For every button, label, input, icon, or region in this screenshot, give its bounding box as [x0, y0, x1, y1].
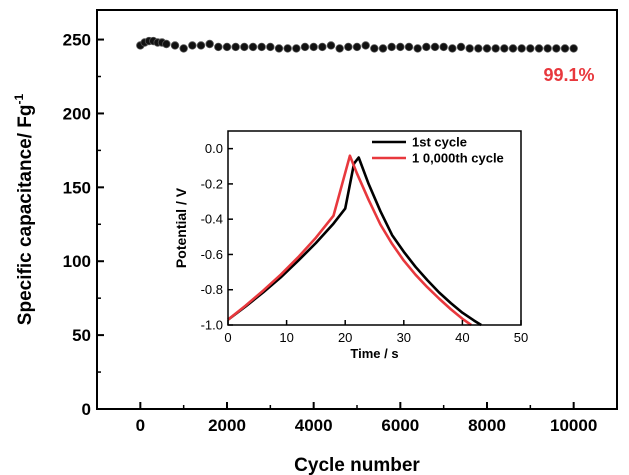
- main-data-point: [222, 42, 232, 52]
- inset-x-tick-label: 10: [279, 330, 293, 345]
- main-data-point: [456, 42, 466, 52]
- inset-x-tick-label: 50: [514, 330, 528, 345]
- main-data-point: [482, 44, 492, 53]
- main-data-point: [257, 42, 266, 52]
- main-data-point: [274, 44, 284, 53]
- main-data-point: [508, 44, 518, 53]
- main-data-point: [526, 44, 535, 53]
- inset-series-lines: [227, 154, 482, 327]
- inset-plot-frame: [227, 130, 522, 326]
- main-data-point: [430, 42, 440, 52]
- inset-x-axis-label: Time / s: [350, 346, 398, 361]
- main-x-tick-label: 2000: [208, 416, 246, 435]
- main-x-tick-label: 8000: [468, 416, 506, 435]
- main-data-point: [439, 42, 448, 52]
- main-data-point: [543, 44, 552, 53]
- inset-x-ticks: 0 10 20 30 40 50: [224, 320, 528, 345]
- main-data-point: [534, 44, 544, 53]
- inset-x-tick-label: 40: [455, 330, 469, 345]
- main-data-point: [205, 39, 214, 49]
- main-data-point: [248, 42, 258, 52]
- inset-y-tick-label: -0.4: [201, 212, 223, 227]
- inset-x-tick-label: 0: [224, 330, 231, 345]
- main-y-axis-label-exponent: -1: [12, 93, 26, 104]
- main-data-point: [352, 42, 362, 52]
- main-data-point: [300, 42, 310, 52]
- inset-y-ticks: 0.0 -0.2 -0.4 -0.6 -0.8 -1.0: [201, 141, 233, 333]
- main-data-point: [179, 44, 188, 53]
- main-data-point: [491, 44, 500, 53]
- main-data-point: [231, 42, 240, 52]
- inset-plot: 0.0 -0.2 -0.4 -0.6 -0.8 -1.0 0 10 20 30 40 50 Time…: [173, 130, 528, 361]
- main-data-point: [188, 41, 197, 50]
- main-data-point: [335, 44, 344, 53]
- main-y-tick-label: 0: [82, 400, 91, 419]
- main-y-tick-label: 100: [63, 252, 91, 271]
- main-y-tick-label: 50: [72, 326, 91, 345]
- inset-background: [228, 131, 521, 325]
- main-data-point: [266, 42, 275, 52]
- main-x-tick-label: 10000: [550, 416, 597, 435]
- main-data-point: [387, 42, 396, 52]
- inset-y-axis-label: Potential / V: [173, 187, 189, 268]
- main-x-tick-label: 0: [136, 416, 145, 435]
- inset-y-tick-label: -0.2: [201, 176, 223, 191]
- inset-y-tick-label: 0.0: [205, 141, 223, 156]
- main-x-tick-label: 6000: [381, 416, 419, 435]
- main-data-point: [309, 42, 318, 52]
- main-data-point: [422, 42, 431, 52]
- main-y-axis-label-text: Specific capacitance/ Fg: [15, 104, 36, 325]
- inset-x-tick-label: 30: [397, 330, 411, 345]
- main-data-points: [136, 36, 578, 53]
- main-data-point: [500, 44, 509, 53]
- main-y-tick-label: 150: [63, 178, 91, 197]
- main-data-point: [474, 44, 483, 53]
- main-data-point: [465, 44, 474, 53]
- main-x-axis-label: Cycle number: [294, 455, 420, 475]
- inset-y-tick-label: -1.0: [201, 318, 223, 333]
- retention-annotation: 99.1%: [543, 65, 594, 85]
- main-data-point: [162, 39, 171, 49]
- main-data-point: [560, 44, 570, 53]
- main-data-point: [404, 42, 414, 52]
- main-data-point: [344, 42, 353, 52]
- main-data-point: [569, 44, 578, 53]
- main-data-point: [318, 42, 327, 52]
- main-y-axis-label: Specific capacitance/ Fg-1: [12, 93, 36, 325]
- inset-series-line: [227, 156, 482, 327]
- main-y-ticks: 0 50 100 150 200 250: [63, 31, 104, 419]
- main-data-point: [448, 44, 457, 53]
- main-y-tick-label: 250: [63, 31, 91, 50]
- main-data-point: [196, 41, 206, 50]
- main-x-ticks: 0 2000 4000 6000 8000 10000: [136, 402, 597, 435]
- main-data-point: [361, 41, 370, 50]
- main-x-tick-label: 4000: [295, 416, 333, 435]
- main-data-point: [292, 44, 301, 53]
- main-data-point: [552, 44, 561, 53]
- inset-y-tick-label: -0.8: [201, 282, 223, 297]
- main-data-point: [283, 44, 292, 53]
- main-data-point: [370, 44, 379, 53]
- inset-y-tick-label: -0.6: [201, 247, 223, 262]
- main-y-tick-label: 200: [63, 104, 91, 123]
- main-data-point: [170, 41, 180, 50]
- main-data-point: [517, 44, 526, 53]
- main-data-point: [396, 42, 405, 52]
- inset-legend-label: 1 0,000th cycle: [412, 151, 504, 166]
- inset-x-tick-label: 20: [338, 330, 352, 345]
- inset-series-line: [227, 154, 472, 327]
- main-data-point: [378, 44, 388, 53]
- main-data-point: [214, 42, 223, 52]
- main-data-point: [326, 41, 336, 50]
- main-data-point: [413, 44, 422, 53]
- inset-legend-label: 1st cycle: [412, 135, 467, 150]
- main-data-point: [240, 42, 249, 52]
